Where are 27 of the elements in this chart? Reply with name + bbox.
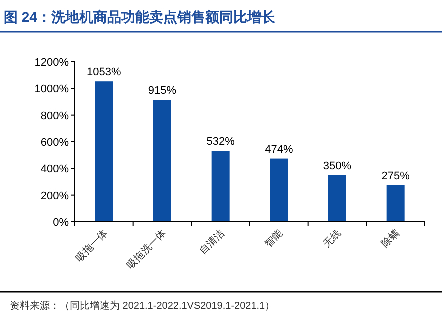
text: 资料来源：（同比增速为 2021.1-2022.1VS2019.1-2021.1） xyxy=(10,300,276,312)
bar xyxy=(328,175,346,222)
chart-title: 图 24：洗地机商品功能卖点销售额同比增长 xyxy=(4,9,276,25)
bar xyxy=(386,185,405,222)
y-tick-label: 600% xyxy=(40,137,70,149)
y-tick-label: 200% xyxy=(40,190,70,202)
x-tick-label: 自清洁 xyxy=(197,228,227,258)
bar xyxy=(270,158,288,222)
data-label: 532% xyxy=(206,136,236,148)
x-tick-label: 吸拖一体 xyxy=(74,228,110,264)
y-tick-label: 1200% xyxy=(34,57,70,69)
x-tick-label: 无线 xyxy=(320,228,344,250)
x-tick-label: 除螨 xyxy=(379,228,402,250)
y-tick-label: 400% xyxy=(40,164,70,176)
data-label: 350% xyxy=(323,160,352,172)
y-tick-label: 1000% xyxy=(34,84,70,96)
data-label: 275% xyxy=(382,170,410,182)
data-label: 915% xyxy=(148,85,177,97)
x-tick-label: 吸拖洗一体 xyxy=(124,228,169,272)
data-label: 1053% xyxy=(87,66,122,79)
y-tick-label: 800% xyxy=(40,110,70,122)
bar xyxy=(212,151,230,222)
bar xyxy=(95,82,114,222)
x-tick-label: 智能 xyxy=(262,228,286,250)
bar xyxy=(154,100,172,222)
data-label: 474% xyxy=(265,144,294,156)
y-tick-label: 0% xyxy=(53,217,70,229)
